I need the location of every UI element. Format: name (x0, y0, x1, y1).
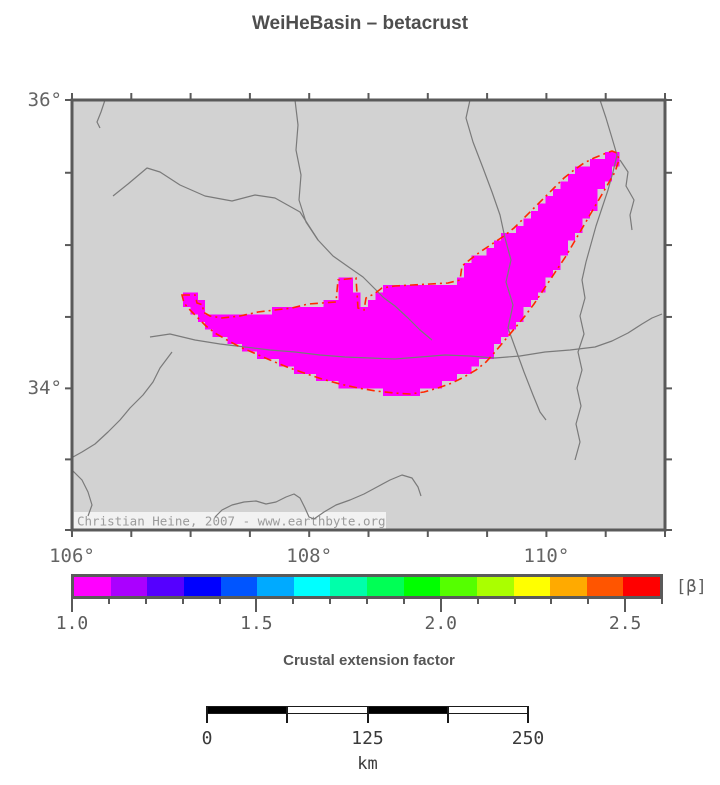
colorbar-minor-tick (476, 598, 479, 604)
colorbar-major-tick (255, 598, 258, 612)
colorbar-caption: Crustal extension factor (283, 652, 455, 669)
colorbar-minor-tick (107, 598, 110, 604)
colorbar-segment-1.4 (220, 577, 258, 596)
y-axis-label: 34° (27, 377, 62, 400)
colorbar-segment-1.8 (367, 577, 404, 596)
scalebar-tick (206, 706, 208, 723)
scalebar-black-segment (208, 707, 289, 713)
colorbar-segment-1.1 (110, 577, 148, 596)
colorbar-major-tick (71, 598, 73, 612)
colorbar-unit-label: [β] (676, 577, 707, 597)
scalebar-unit-label: km (357, 754, 378, 774)
colorbar-minor-tick (661, 598, 663, 604)
colorbar-minor-tick (181, 598, 184, 604)
river-path (72, 469, 93, 517)
scalebar-tick-label: 0 (201, 728, 213, 749)
colorbar-segment-2.4 (586, 577, 624, 596)
river-path (72, 351, 173, 458)
colorbar-minor-tick (366, 598, 368, 604)
scalebar-tick (527, 706, 529, 723)
colorbar-segment-2.1 (476, 577, 514, 596)
colorbar-minor-tick (292, 598, 295, 604)
river-path (465, 100, 547, 421)
colorbar-minor-tick (218, 598, 221, 604)
river-path (574, 100, 618, 461)
colorbar-minor-tick (329, 598, 332, 604)
river-path (294, 100, 433, 341)
colorbar-minor-tick (587, 598, 590, 604)
basin-outline (180, 150, 620, 395)
y-axis-label: 36° (27, 89, 62, 111)
map: Christian Heine, 2007 - www.earthbyte.or… (65, 93, 672, 537)
watermark-box (74, 512, 386, 529)
colorbar-segment-2.3 (550, 577, 587, 596)
colorbar-minor-tick (550, 598, 553, 604)
river-path (149, 313, 663, 360)
colorbar-minor-tick (513, 598, 516, 604)
scalebar-tick (446, 706, 449, 723)
colorbar-minor-tick (402, 598, 405, 604)
colorbar-segment-1.2 (147, 577, 184, 596)
colorbar-segment-1.7 (330, 577, 367, 596)
river-path (112, 167, 319, 241)
colorbar-segment-1 (74, 577, 111, 596)
colorbar (71, 574, 663, 599)
scalebar-tick (286, 706, 289, 723)
colorbar-segment-1.5 (257, 577, 294, 596)
colorbar-segment-1.3 (183, 577, 221, 596)
colorbar-segment-2 (440, 577, 477, 596)
river-path (619, 159, 635, 231)
colorbar-tick-label: 1.5 (240, 613, 273, 634)
colorbar-major-tick (439, 598, 442, 612)
figure-title: WeiHeBasin – betacrust (251, 13, 469, 34)
colorbar-segment-2.5 (623, 577, 660, 596)
x-axis-label: 108° (286, 545, 333, 567)
basin-region (183, 151, 620, 396)
river-path (214, 474, 422, 520)
distance-scalebar: 0 125 250 km (202, 706, 544, 776)
colorbar-minor-tick (144, 598, 147, 604)
colorbar-major-tick (624, 598, 627, 612)
colorbar-tick-label: 1.0 (55, 613, 89, 634)
scalebar-tick-label: 250 (511, 728, 545, 749)
scalebar-black-segment (368, 707, 449, 713)
colorbar-segment-2.2 (513, 577, 551, 596)
scalebar-tick-label: 125 (351, 728, 384, 749)
scalebar-tick (366, 706, 369, 723)
watermark-text: Christian Heine, 2007 - www.earthbyte.or… (77, 514, 386, 529)
x-axis-label: 106° (49, 545, 95, 567)
river-path (96, 100, 106, 129)
colorbar-tick-label: 2.0 (424, 613, 458, 634)
colorbar-tick-label: 2.5 (608, 613, 642, 634)
colorbar-segment-1.9 (403, 577, 441, 596)
x-axis-label: 110° (523, 545, 570, 567)
colorbar-segment-1.6 (293, 577, 331, 596)
